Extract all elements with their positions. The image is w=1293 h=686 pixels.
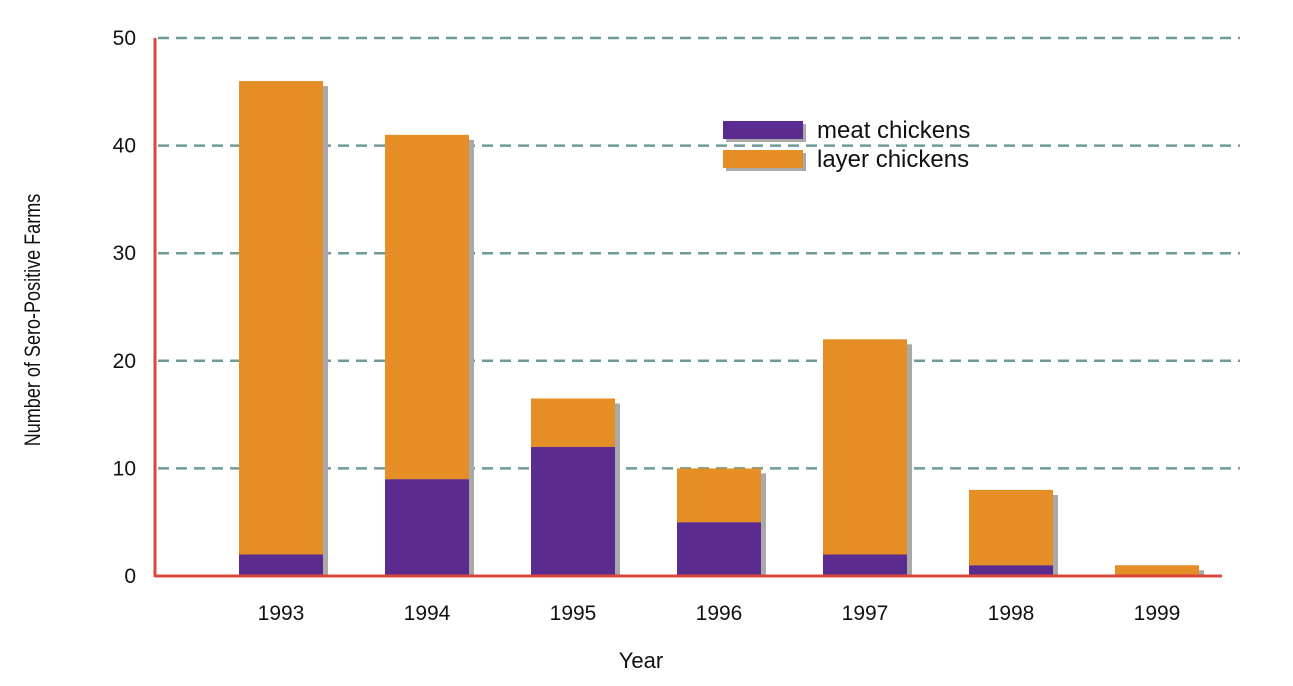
y-tick-label: 20 [113, 350, 136, 373]
bar-meat-chickens-1994 [385, 479, 469, 576]
bar-layer-chickens-1993 [239, 81, 323, 555]
bars [239, 81, 1204, 576]
x-tick-label: 1994 [404, 602, 451, 625]
bar-meat-chickens-1996 [677, 522, 761, 576]
gridlines [158, 36, 1240, 470]
bar-meat-chickens-1993 [239, 554, 323, 576]
legend-swatch-meat-chickens [723, 121, 803, 139]
bar-meat-chickens-1995 [531, 446, 615, 576]
bar-layer-chickens-1997 [823, 339, 907, 555]
x-tick-label: 1995 [550, 602, 597, 625]
bar-meat-chickens-1998 [969, 565, 1053, 576]
bar-layer-chickens-1999 [1115, 565, 1199, 576]
legend-swatch-layer-chickens [723, 150, 803, 168]
bar-layer-chickens-1996 [677, 468, 761, 523]
x-tick-label: 1999 [1134, 602, 1181, 625]
y-tick-label: 0 [124, 565, 136, 588]
legend-label: layer chickens [817, 146, 969, 173]
y-tick-label: 10 [113, 457, 136, 480]
bar-layer-chickens-1994 [385, 134, 469, 480]
x-tick-labels: 1993 1994 1995 1996 1997 1998 1999 [258, 602, 1181, 625]
y-tick-label: 50 [113, 27, 136, 50]
x-tick-label: 1998 [988, 602, 1035, 625]
bar-layer-chickens-1998 [969, 489, 1053, 566]
y-axis-title: Number of Sero-Positive Farms [21, 194, 45, 447]
x-axis-title: Year [619, 648, 663, 673]
y-tick-label: 40 [113, 135, 136, 158]
x-tick-label: 1996 [696, 602, 743, 625]
x-tick-label: 1997 [842, 602, 889, 625]
y-tick-labels: 0 10 20 30 40 50 [113, 27, 136, 588]
x-tick-label: 1993 [258, 602, 305, 625]
bar-layer-chickens-1995 [531, 398, 615, 447]
y-tick-label: 30 [113, 242, 136, 265]
legend-label: meat chickens [817, 117, 970, 144]
bar-meat-chickens-1997 [823, 554, 907, 576]
